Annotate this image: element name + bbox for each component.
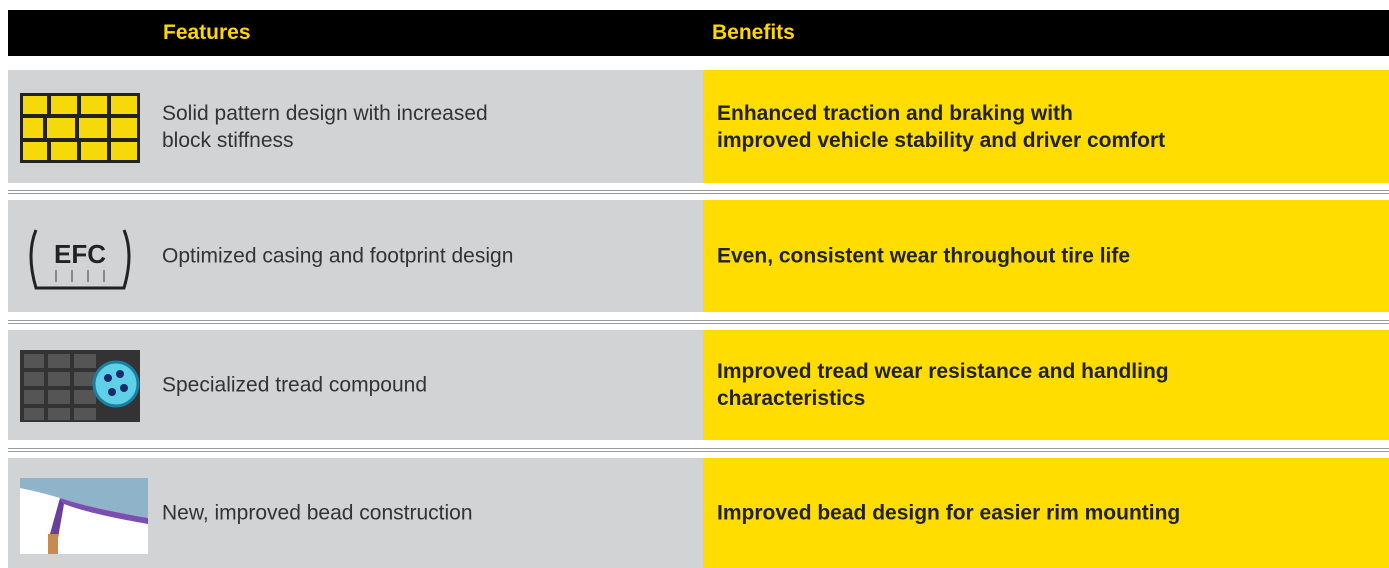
compound-icon — [20, 350, 140, 422]
benefit-cell: Enhanced traction and braking with improv… — [703, 70, 1389, 183]
header-bar: Features Benefits — [8, 10, 1389, 56]
benefit-text: Improved bead design for easier rim moun… — [717, 500, 1180, 527]
separator — [8, 451, 1389, 452]
separator — [8, 323, 1389, 324]
benefit-text: Even, consistent wear throughout tire li… — [717, 243, 1130, 270]
separator — [8, 448, 1389, 449]
benefit-cell: Improved tread wear resistance and handl… — [703, 330, 1389, 440]
benefit-line: Even, consistent wear throughout tire li… — [717, 244, 1131, 268]
table-row: Specialized tread compound Improved tread… — [8, 330, 1389, 440]
tread-icon — [20, 93, 140, 163]
feature-text: Optimized casing and footprint design — [162, 243, 513, 270]
separator — [8, 320, 1389, 321]
benefit-text: Enhanced traction and braking with improv… — [717, 100, 1165, 154]
feature-text: Specialized tread compound — [162, 372, 427, 399]
benefit-line: improved vehicle stability and driver co… — [717, 128, 1166, 152]
header-benefits: Benefits — [712, 21, 795, 44]
separator — [8, 190, 1389, 191]
feature-line: Optimized casing and footprint design — [162, 244, 514, 268]
benefit-cell: Improved bead design for easier rim moun… — [703, 458, 1389, 568]
feature-line: block stiffness — [162, 128, 294, 152]
feature-text: Solid pattern design with increased block… — [162, 100, 488, 154]
table-row: Solid pattern design with increased block… — [8, 70, 1389, 183]
benefit-line: Enhanced traction and braking with — [717, 101, 1073, 125]
efc-icon: EFC — [29, 229, 131, 290]
efc-label: EFC — [54, 239, 106, 269]
feature-text: New, improved bead construction — [162, 500, 473, 527]
benefit-text: Improved tread wear resistance and handl… — [717, 358, 1169, 412]
feature-line: New, improved bead construction — [162, 501, 473, 525]
benefit-cell: Even, consistent wear throughout tire li… — [703, 200, 1389, 312]
feature-line: Solid pattern design with increased — [162, 101, 488, 125]
benefit-line: Improved tread wear resistance and handl… — [717, 360, 1169, 383]
feature-cell: Optimized casing and footprint design — [8, 200, 703, 312]
feature-line: Specialized tread compound — [162, 373, 428, 397]
header-features: Features — [163, 21, 251, 44]
separator — [8, 193, 1389, 194]
benefit-line: Improved bead design for easier rim moun… — [717, 501, 1181, 525]
table-row: New, improved bead construction Improved … — [8, 458, 1389, 568]
table-row: Optimized casing and footprint design Eve… — [8, 200, 1389, 312]
benefit-line: characteristics — [717, 387, 866, 410]
bead-icon — [20, 478, 148, 554]
